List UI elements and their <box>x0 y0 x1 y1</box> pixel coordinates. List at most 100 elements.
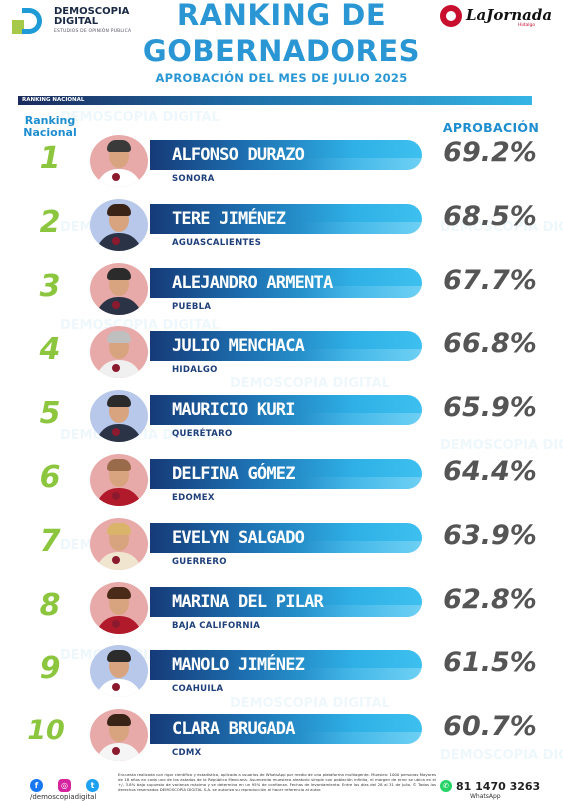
ranking-row: 8 MARINA DEL PILAR BAJA CALIFORNIA 62.8% <box>0 581 563 642</box>
approval-percent: 68.5% <box>443 200 537 232</box>
name-banner <box>150 586 422 617</box>
rank-number: 3 <box>39 268 61 304</box>
partner-sub: Hidalgo <box>518 23 536 28</box>
governor-name: ALFONSO DURAZO <box>172 145 305 165</box>
demoscopia-logo: DEMOSCOPIA DIGITAL ESTUDIOS DE OPINIÓN P… <box>12 6 152 36</box>
approval-percent: 65.9% <box>443 392 537 424</box>
rank-number: 4 <box>39 332 61 368</box>
party-badge-icon <box>112 364 120 373</box>
approval-column-header: APROBACIÓN <box>442 120 540 135</box>
rank-number: 2 <box>39 204 61 240</box>
la-jornada-logo-icon <box>440 5 462 27</box>
twitter-icon[interactable]: t <box>86 779 99 792</box>
party-badge-icon <box>112 236 120 245</box>
name-banner <box>150 522 422 553</box>
ranking-row: 5 MAURICIO KURI QUERÉTARO 65.9% <box>0 390 563 450</box>
ranking-row: 1 ALFONSO DURAZO SONORA 69.2% <box>0 135 563 195</box>
approval-percent: 60.7% <box>443 711 537 743</box>
watermark: DEMOSCOPIA DIGITAL <box>440 748 563 763</box>
governor-state: QUERÉTARO <box>172 429 233 440</box>
name-banner <box>150 714 422 745</box>
watermark: DEMOSCOPIA DIGITAL <box>230 376 390 391</box>
la-jornada-logo: LaJornada Hidalgo <box>440 4 553 30</box>
governor-photo <box>90 581 148 634</box>
brand-name: DEMOSCOPIA <box>54 6 130 17</box>
ranking-bar: RANKING NACIONAL <box>18 96 532 105</box>
governor-name: MARINA DEL PILAR <box>172 591 324 612</box>
governor-photo <box>90 135 148 187</box>
approval-percent: 69.2% <box>443 137 537 168</box>
governor-state: SONORA <box>172 174 215 184</box>
phone-number[interactable]: 81 1470 3263 <box>456 780 541 793</box>
governor-photo <box>90 517 148 570</box>
governor-state: GUERRERO <box>172 556 227 567</box>
name-banner <box>150 650 422 681</box>
rank-number: 8 <box>39 587 61 623</box>
ranking-row: 4 JULIO MENCHACA HIDALGO 66.8% <box>0 326 563 386</box>
social-handle: /demoscopiadigital <box>30 793 97 801</box>
ranking-row: 6 DELFINA GÓMEZ EDOMEX 64.4% <box>0 454 563 514</box>
approval-percent: 63.9% <box>443 519 537 551</box>
name-banner <box>150 140 422 170</box>
party-badge-icon <box>112 619 120 628</box>
party-badge-icon <box>112 173 120 181</box>
ranking-row: 7 EVELYN SALGADO GUERRERO 63.9% <box>0 517 563 578</box>
instagram-icon[interactable]: ◎ <box>58 779 71 792</box>
name-banner <box>150 267 422 298</box>
whatsapp-label: WhatsApp <box>470 793 501 800</box>
watermark: DEMOSCOPIA DIGITAL <box>60 110 220 125</box>
page-subtitle: APROBACIÓN DEL MES DE JULIO 2025 <box>155 71 408 85</box>
rank-number: 1 <box>39 141 61 176</box>
demoscopia-logo-icon <box>12 6 42 34</box>
governor-state: EDOMEX <box>172 493 215 503</box>
party-badge-icon <box>112 555 120 564</box>
governor-name: TERE JIMÉNEZ <box>172 208 286 229</box>
rank-column-header: Ranking Nacional <box>23 114 77 139</box>
governor-photo <box>90 709 148 762</box>
approval-percent: 67.7% <box>443 264 537 296</box>
governor-state: PUEBLA <box>172 301 212 312</box>
party-badge-icon <box>112 747 120 756</box>
party-badge-icon <box>112 428 120 437</box>
governor-name: ALEJANDRO ARMENTA <box>172 272 333 293</box>
governor-state: COAHUILA <box>172 684 224 695</box>
rank-number: 6 <box>39 460 61 495</box>
governor-state: CDMX <box>172 748 202 759</box>
governor-name: CLARA BRUGADA <box>172 719 295 740</box>
partner-name: LaJornada <box>466 6 553 24</box>
governor-name: JULIO MENCHACA <box>172 336 305 357</box>
ranking-row: 2 TERE JIMÉNEZ AGUASCALIENTES 68.5% <box>0 198 563 259</box>
approval-percent: 61.5% <box>443 647 537 679</box>
watermark: DEMOSCOPIA DIGITAL <box>60 318 220 333</box>
ranking-bar-label: RANKING NACIONAL <box>22 97 85 103</box>
party-badge-icon <box>112 683 120 692</box>
governor-photo <box>90 390 148 443</box>
rank-number: 5 <box>39 396 61 432</box>
governor-name: MANOLO JIMÉNEZ <box>172 655 305 676</box>
governor-photo <box>90 454 148 506</box>
approval-percent: 64.4% <box>443 456 537 487</box>
name-banner <box>150 203 422 234</box>
page-title-line2: GOBERNADORES <box>142 34 421 68</box>
rank-number: 7 <box>39 523 61 559</box>
social-links: f ◎ t <box>30 779 110 793</box>
governor-state: AGUASCALIENTES <box>172 237 262 248</box>
rank-number: 10 <box>27 715 65 747</box>
facebook-icon[interactable]: f <box>30 779 43 792</box>
governor-photo <box>90 262 148 315</box>
party-badge-icon <box>112 492 120 500</box>
governor-name: MAURICIO KURI <box>172 400 295 421</box>
brand-tagline: ESTUDIOS DE OPINIÓN PÚBLICA <box>54 29 132 34</box>
party-badge-icon <box>112 300 120 309</box>
ranking-row: 3 ALEJANDRO ARMENTA PUEBLA 67.7% <box>0 262 563 323</box>
ranking-row: 9 MANOLO JIMÉNEZ COAHUILA 61.5% <box>0 645 563 705</box>
approval-percent: 66.8% <box>443 328 537 360</box>
governor-state: HIDALGO <box>172 365 218 376</box>
brand-name-line2: DIGITAL <box>54 16 99 27</box>
governor-photo <box>90 326 148 379</box>
watermark: DEMOSCOPIA DIGITAL <box>230 696 390 711</box>
governor-state: BAJA CALIFORNIA <box>172 620 261 631</box>
name-banner <box>150 459 422 489</box>
governor-name: EVELYN SALGADO <box>172 527 305 548</box>
